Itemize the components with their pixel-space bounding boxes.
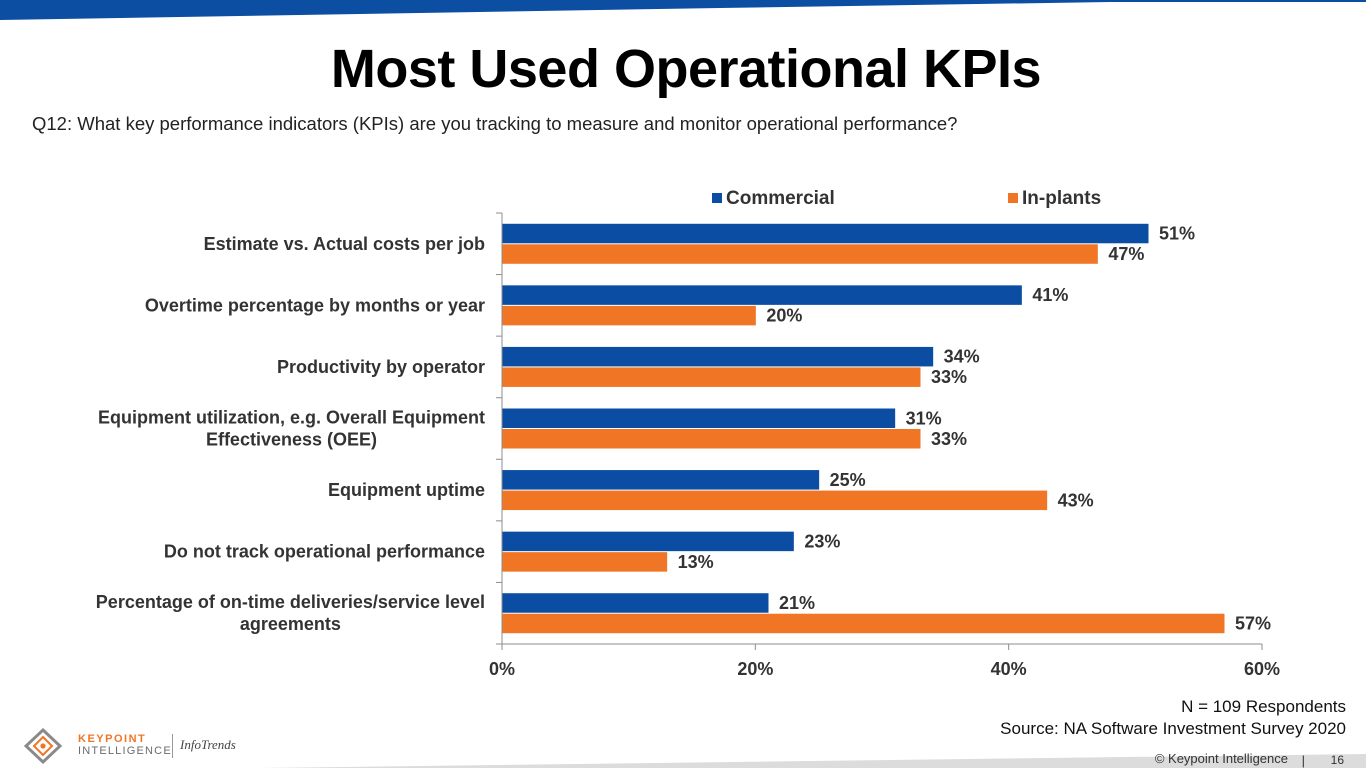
x-tick-label: 40% <box>991 659 1027 679</box>
commercial-bar <box>502 346 934 367</box>
legend-swatch-commercial <box>712 193 722 203</box>
commercial-bar <box>502 470 820 490</box>
logo-text-keypoint: KEYPOINT <box>78 733 147 745</box>
logo-divider <box>172 734 173 758</box>
legend-label-commercial: Commercial <box>726 188 835 209</box>
category-label: Overtime percentage by months or year <box>145 295 485 315</box>
data-label: 25% <box>830 470 866 490</box>
category-label: Equipment utilization, e.g. Overall Equi… <box>98 408 485 450</box>
copyright-text: © Keypoint Intelligence <box>1154 751 1288 766</box>
data-label: 33% <box>931 429 967 449</box>
inplants-bar <box>502 613 1225 634</box>
category-label: Productivity by operator <box>277 357 485 377</box>
category-label: Estimate vs. Actual costs per job <box>204 234 485 254</box>
slide-title: Most Used Operational KPIs <box>330 39 1042 99</box>
category-label: Do not track operational performance <box>164 542 485 562</box>
logo-text-infotrends: InfoTrends <box>180 737 236 752</box>
page-number: 16 <box>1330 753 1344 767</box>
x-tick-label: 20% <box>737 659 773 679</box>
data-label: 33% <box>931 367 967 387</box>
data-label: 47% <box>1108 244 1144 264</box>
data-label: 21% <box>779 593 815 613</box>
legend-label-inplants: In-plants <box>1022 188 1101 209</box>
x-tick-label: 0% <box>489 659 515 679</box>
inplants-bar <box>502 490 1048 511</box>
data-label: 43% <box>1058 490 1094 510</box>
data-label: 31% <box>906 408 942 428</box>
data-label: 57% <box>1235 613 1271 633</box>
legend-swatch-inplants <box>1008 193 1018 203</box>
inplants-bar <box>502 429 921 449</box>
category-label: Equipment uptime <box>328 480 485 500</box>
inplants-bar <box>502 367 921 387</box>
category-label: Percentage of on-time deliveries/service… <box>96 592 485 634</box>
data-label: 13% <box>678 552 714 572</box>
respondents-note: N = 109 Respondents <box>1181 697 1346 716</box>
footer-band <box>260 754 1366 768</box>
data-label: 20% <box>766 306 802 326</box>
commercial-bar <box>502 223 1149 244</box>
logo-text-intelligence: INTELLIGENCE <box>78 745 172 757</box>
inplants-bar <box>502 305 756 326</box>
kpi-bar-chart: 0% 20% 40% 60% Estimate vs. Actual costs per… <box>96 188 1280 679</box>
data-label: 51% <box>1159 224 1195 244</box>
commercial-bar <box>502 408 896 428</box>
data-label: 23% <box>804 531 840 551</box>
top-accent-band <box>0 0 1366 20</box>
source-note: Source: NA Software Investment Survey 20… <box>1000 719 1346 738</box>
data-label: 41% <box>1032 285 1068 305</box>
inplants-bar <box>502 552 668 572</box>
commercial-bar <box>502 285 1022 305</box>
inplants-bar <box>502 244 1098 264</box>
x-tick-label: 60% <box>1244 659 1280 679</box>
logo-mark-icon <box>24 728 63 764</box>
footer-separator: | <box>1301 753 1305 768</box>
data-label: 34% <box>944 347 980 367</box>
commercial-bar <box>502 531 794 552</box>
keypoint-logo: KEYPOINT INTELLIGENCE InfoTrends <box>24 728 264 764</box>
survey-question: Q12: What key performance indicators (KP… <box>32 113 958 134</box>
commercial-bar <box>502 593 769 613</box>
